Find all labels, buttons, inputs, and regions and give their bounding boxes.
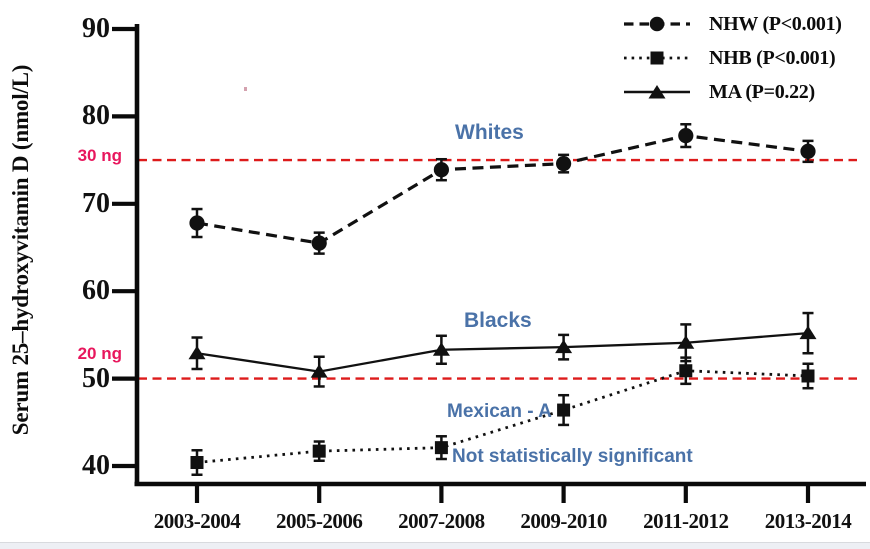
- legend-label-ma: MA (P=0.22): [709, 80, 815, 103]
- reference-lines: [138, 158, 857, 380]
- x-tick-label: 2009-2010: [520, 509, 607, 533]
- legend-label-nhw: NHW (P<0.001): [709, 12, 842, 35]
- annotation-not-significant: Not statistically significant: [452, 446, 693, 467]
- chart-legend: NHW (P<0.001) NHB (P<0.001) MA (P=0.22): [622, 13, 842, 115]
- reference-label-30ng: 30 ng: [77, 146, 122, 165]
- y-tick-label: 40: [82, 450, 110, 481]
- annotation-blacks: Blacks: [464, 309, 532, 332]
- scan-artifact-dot: [244, 87, 247, 91]
- y-tick-label: 50: [82, 362, 110, 394]
- annotation-mexican-american: Mexican - A: [447, 401, 552, 422]
- legend-marker-ma-solid-triangle-icon: [624, 85, 690, 99]
- x-tick-label: 2013-2014: [764, 509, 852, 533]
- series-NHB: [190, 356, 815, 476]
- y-tick-label: 80: [82, 100, 110, 132]
- legend-label-nhb: NHB (P<0.001): [709, 46, 836, 69]
- x-tick-label: 2007-2008: [398, 509, 485, 533]
- y-tick-label: 60: [82, 275, 110, 307]
- y-tick-label: 70: [82, 187, 110, 219]
- y-axis-title: Serum 25–hydroxyvitamin D (nmol/L): [8, 64, 33, 436]
- series-NHW: [189, 123, 816, 255]
- legend-row-nhw: NHW (P<0.001): [622, 13, 842, 35]
- x-tick-label: 2005-2006: [275, 509, 363, 533]
- x-tick-label: 2011-2012: [643, 509, 729, 533]
- axes: [112, 24, 866, 503]
- legend-marker-nhb-dotted-square-icon: [624, 51, 690, 65]
- series-MA: [188, 311, 817, 388]
- reference-label-20ng: 20 ng: [77, 344, 122, 363]
- legend-row-ma: MA (P=0.22): [622, 81, 842, 103]
- y-tick-label: 90: [82, 13, 110, 44]
- legend-marker-nhw-dashed-circle-icon: [624, 16, 690, 32]
- bottom-page-strip: [0, 542, 870, 549]
- legend-row-nhb: NHB (P<0.001): [622, 47, 842, 69]
- x-tick-label: 2003-2004: [153, 509, 241, 533]
- annotation-whites: Whites: [455, 121, 524, 144]
